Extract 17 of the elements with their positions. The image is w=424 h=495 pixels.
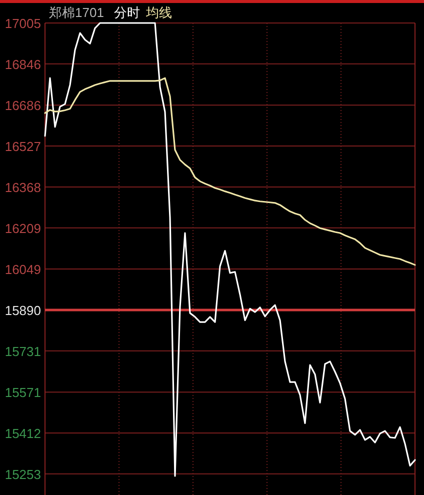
y-tick-label: 15412 — [4, 426, 41, 441]
y-tick-label: 15731 — [4, 344, 41, 359]
y-tick-label: 15890 — [4, 302, 41, 318]
y-tick-label: 16527 — [4, 139, 41, 154]
line-series — [44, 77, 416, 266]
y-tick-label: 15571 — [4, 385, 41, 400]
y-tick-label: 16686 — [4, 98, 41, 114]
y-tick-label: 16049 — [4, 262, 41, 278]
y-tick-label: 15253 — [4, 466, 41, 482]
y-tick-label: 16846 — [4, 56, 41, 72]
y-tick-label: 17005 — [4, 16, 41, 31]
y-tick-label: 16209 — [4, 220, 41, 236]
series-label: 分时 — [114, 5, 140, 20]
text: 均线 — [144, 5, 172, 20]
y-tick-label: 16368 — [4, 180, 41, 195]
chart-title: 郑棉1701 — [49, 5, 104, 20]
line-series — [44, 22, 416, 477]
